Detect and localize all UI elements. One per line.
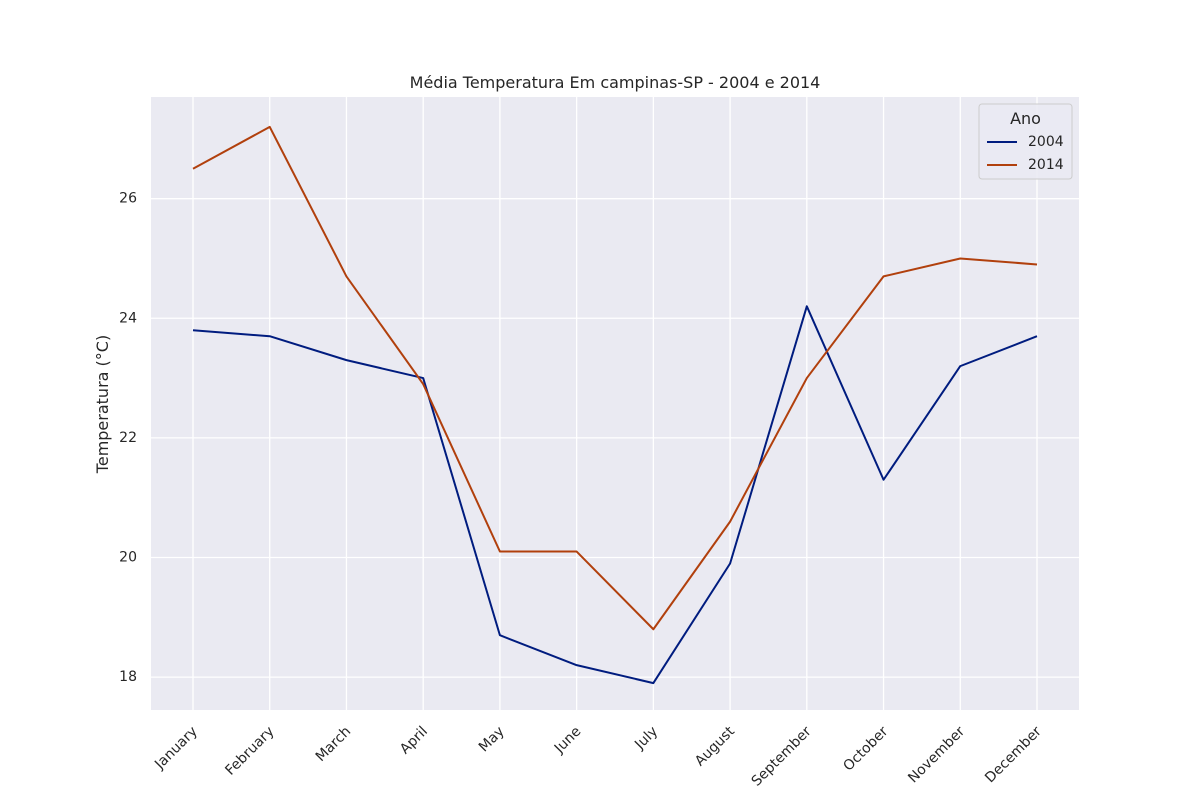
data-point-2004 (1035, 334, 1039, 338)
data-point-2004 (498, 633, 502, 637)
data-point-2004 (191, 328, 195, 332)
data-point-2004 (958, 364, 962, 368)
legend-box (978, 103, 1073, 180)
data-point-2004 (882, 478, 886, 482)
data-point-2014 (191, 167, 195, 171)
legend: Ano 2004 2014 (978, 103, 1073, 180)
y-tick-labels: 18 20 22 24 26 (119, 191, 137, 685)
data-point-2004 (728, 561, 732, 565)
y-tick-label: 24 (119, 310, 137, 326)
series-line-2004 (192, 305, 1038, 685)
x-tick-label: August (692, 723, 738, 769)
x-tick-label: October (840, 723, 891, 774)
y-axis-label: Temperatura (°C) (93, 335, 112, 474)
data-point-2014 (882, 274, 886, 278)
data-point-2014 (575, 550, 579, 554)
y-tick-label: 20 (119, 549, 137, 565)
data-point-2004 (651, 681, 655, 685)
x-tick-label: July (631, 724, 661, 754)
x-tick-label: February (222, 724, 277, 779)
data-point-2004 (805, 304, 809, 308)
chart-title: Média Temperatura Em campinas-SP - 2004 … (410, 73, 821, 92)
data-point-2004 (268, 334, 272, 338)
x-tick-label: April (397, 724, 431, 758)
data-point-2014 (344, 274, 348, 278)
x-tick-label: September (749, 723, 815, 789)
data-point-2004 (344, 358, 348, 362)
x-tick-label: November (905, 723, 968, 786)
series-layer (191, 125, 1039, 685)
data-point-2004 (575, 663, 579, 667)
y-tick-label: 22 (119, 430, 137, 446)
x-tick-label: May (476, 724, 508, 756)
x-tick-label: March (313, 724, 354, 765)
data-point-2004 (421, 376, 425, 380)
x-tick-label: January (151, 724, 201, 774)
data-point-2014 (805, 376, 809, 380)
data-point-2014 (728, 520, 732, 524)
x-tick-labels: January February March April May June July Augu… (151, 723, 1045, 789)
data-point-2014 (498, 550, 502, 554)
data-point-2014 (651, 627, 655, 631)
legend-label: 2004 (1028, 134, 1064, 150)
legend-label: 2014 (1028, 157, 1064, 173)
data-point-2014 (421, 382, 425, 386)
y-tick-label: 26 (119, 191, 137, 207)
x-tick-label: June (551, 724, 585, 758)
x-tick-label: December (982, 723, 1045, 786)
series-line-2014 (192, 125, 1038, 631)
data-point-2014 (958, 256, 962, 260)
plot-area (151, 97, 1079, 710)
y-tick-label: 18 (119, 669, 137, 685)
data-point-2014 (1035, 262, 1039, 266)
legend-title: Ano (1010, 109, 1041, 128)
data-point-2014 (268, 125, 272, 129)
